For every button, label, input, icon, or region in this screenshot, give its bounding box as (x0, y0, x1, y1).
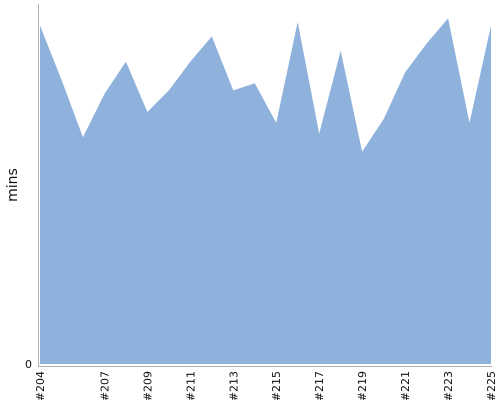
y-axis-label: mins (5, 168, 21, 202)
x-tick-label: #221 (399, 371, 412, 400)
x-tick-label: #223 (442, 371, 455, 400)
x-tick-label: #219 (356, 371, 369, 400)
x-tick-label: #207 (98, 371, 111, 400)
area-series-layer (40, 18, 491, 365)
x-tick-label: #215 (270, 371, 283, 400)
area-series (40, 18, 491, 365)
x-tick-label: #225 (485, 371, 498, 400)
x-tick-label: #209 (141, 371, 154, 400)
x-tick-labels: #204 #207 #209 #211 #213 #215 #217 #219 #221 #223… (34, 371, 498, 400)
x-tick-label: #213 (227, 371, 240, 400)
x-tick-label: #211 (184, 371, 197, 400)
x-tick-label: #217 (313, 371, 326, 400)
x-tick-label: #204 (34, 371, 47, 400)
y-tick-label: 0 (25, 358, 32, 371)
